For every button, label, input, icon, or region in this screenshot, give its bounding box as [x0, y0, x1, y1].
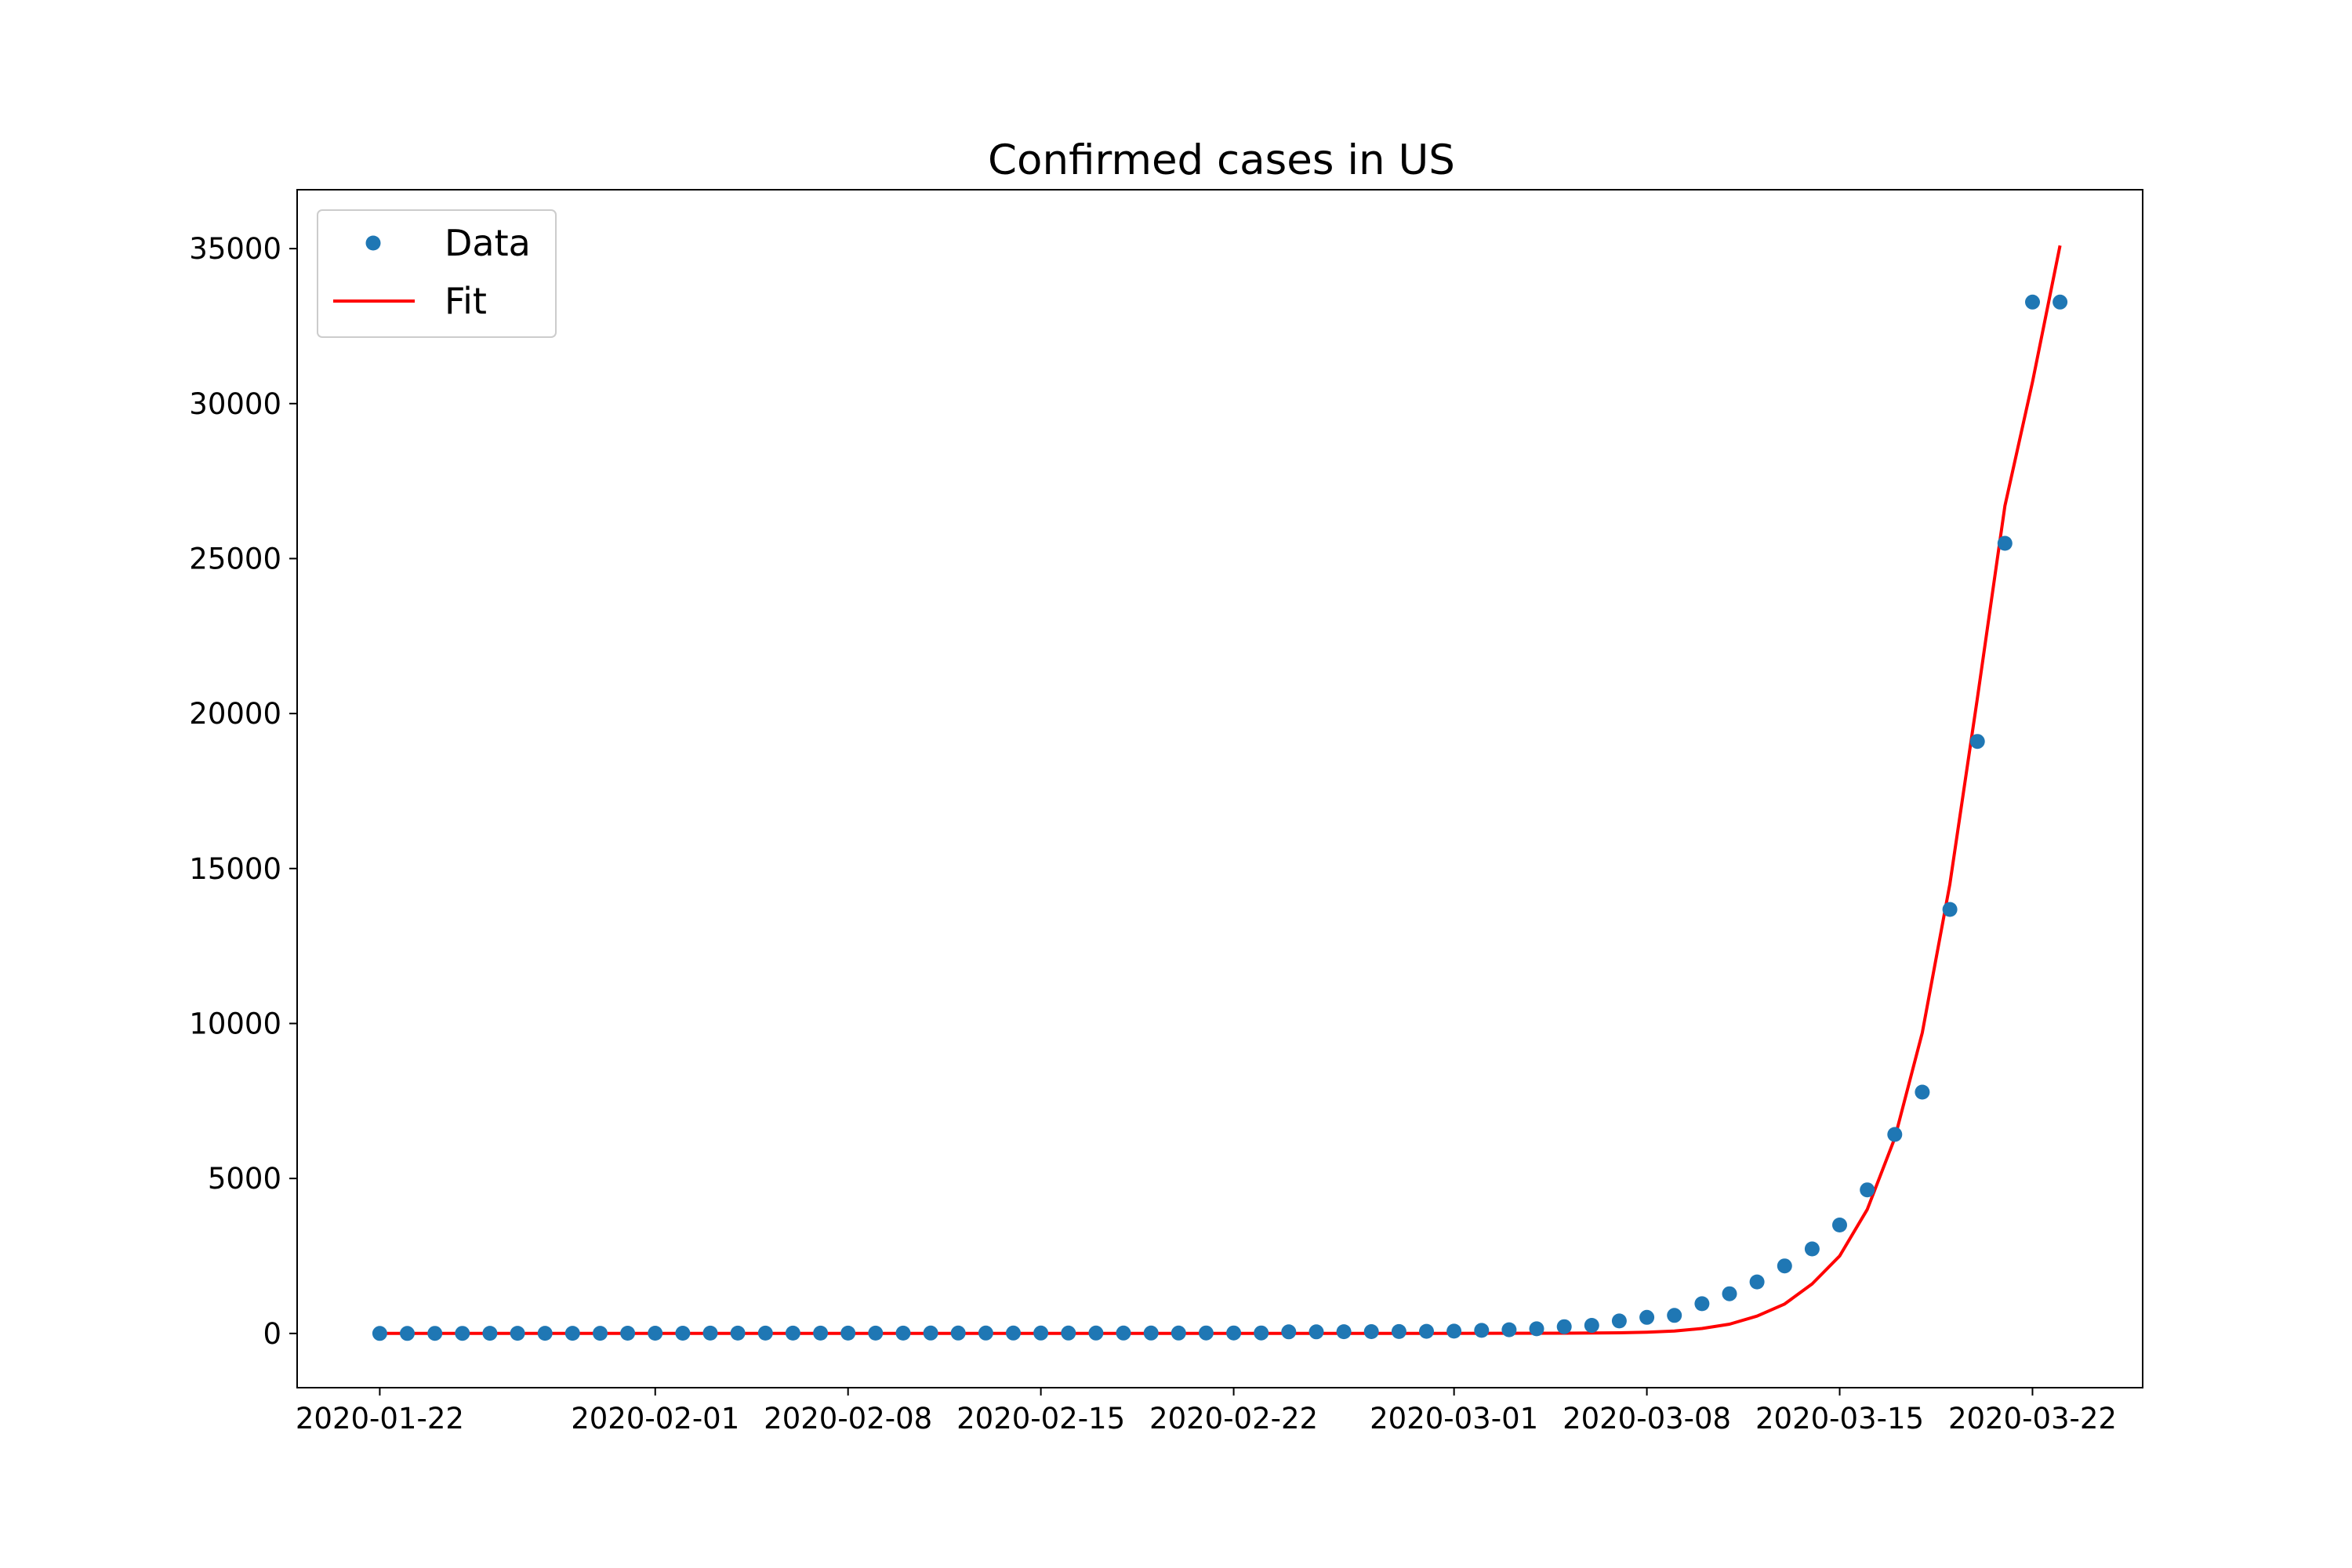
- data-point: [1474, 1323, 1490, 1338]
- data-point: [1171, 1325, 1186, 1341]
- data-point: [1033, 1325, 1049, 1341]
- y-tick-label: 15000: [189, 852, 281, 886]
- data-point: [1832, 1218, 1847, 1232]
- data-point: [1887, 1127, 1903, 1142]
- data-point: [1915, 1084, 1930, 1100]
- data-point: [1006, 1325, 1021, 1341]
- data-point: [1584, 1318, 1599, 1333]
- data-point: [1722, 1286, 1737, 1301]
- data-point: [895, 1325, 911, 1341]
- data-point: [593, 1326, 608, 1341]
- data-point: [482, 1326, 498, 1341]
- data-point: [1446, 1323, 1462, 1339]
- y-tick-label: 10000: [189, 1007, 281, 1040]
- data-point: [785, 1325, 800, 1341]
- data-point: [978, 1325, 993, 1341]
- y-tick-label: 35000: [189, 232, 281, 266]
- x-tick-label: 2020-02-15: [956, 1402, 1125, 1436]
- data-point: [1749, 1274, 1765, 1290]
- legend-label-fit: Fit: [445, 280, 487, 322]
- y-tick-label: 5000: [208, 1162, 281, 1196]
- data-point: [757, 1325, 773, 1341]
- chart-title: Confirmed cases in US: [988, 136, 1455, 184]
- x-tick-label: 2020-02-08: [764, 1402, 932, 1436]
- data-point: [1391, 1323, 1406, 1339]
- data-point: [1143, 1325, 1159, 1341]
- data-point: [564, 1326, 580, 1341]
- data-point: [2053, 294, 2068, 310]
- data-point: [620, 1326, 636, 1341]
- data-point: [537, 1326, 553, 1341]
- data-point: [950, 1325, 966, 1341]
- data-point: [1942, 902, 1958, 917]
- y-tick-label: 25000: [189, 542, 281, 575]
- legend: Data Fit: [317, 209, 557, 338]
- fit-series: [379, 245, 2062, 1335]
- x-tick-label: 2020-03-01: [1370, 1402, 1538, 1436]
- data-point: [1308, 1324, 1324, 1340]
- plot-frame: [296, 189, 2143, 1388]
- data-point: [372, 1326, 387, 1341]
- data-point: [1556, 1319, 1572, 1334]
- y-tick-label: 20000: [189, 697, 281, 731]
- data-point: [1667, 1308, 1682, 1323]
- data-point: [813, 1325, 829, 1341]
- data-point: [1281, 1324, 1297, 1340]
- x-tick-label: 2020-02-22: [1149, 1402, 1318, 1436]
- data-point: [510, 1326, 525, 1341]
- data-point: [868, 1325, 884, 1341]
- data-point: [840, 1325, 856, 1341]
- data-point: [1116, 1325, 1131, 1341]
- data-series: [372, 294, 2068, 1341]
- fit-line: [379, 245, 2062, 1335]
- data-point: [1804, 1241, 1820, 1257]
- legend-data-marker: [365, 235, 381, 251]
- x-axis: 2020-01-22 2020-02-01 2020-02-08 2020-02-15…: [296, 1388, 2117, 1436]
- data-point: [1226, 1325, 1242, 1341]
- data-point: [1198, 1325, 1214, 1341]
- x-tick-label: 2020-03-08: [1563, 1402, 1731, 1436]
- data-point: [1860, 1182, 1875, 1198]
- legend-label-data: Data: [445, 222, 531, 264]
- plot-area: [372, 245, 2068, 1341]
- x-tick-label: 2020-03-15: [1755, 1402, 1924, 1436]
- data-point: [455, 1326, 470, 1341]
- data-point: [702, 1325, 718, 1341]
- y-tick-label: 30000: [189, 387, 281, 421]
- data-point: [427, 1326, 443, 1341]
- y-axis: 0 5000 10000 15000 20000 25000 30000 35000: [189, 232, 297, 1351]
- data-point: [400, 1326, 415, 1341]
- x-tick-label: 2020-03-22: [1948, 1402, 2117, 1436]
- data-point: [1419, 1323, 1434, 1339]
- data-point: [675, 1326, 691, 1341]
- data-point: [1694, 1296, 1710, 1312]
- x-tick-label: 2020-02-01: [571, 1402, 739, 1436]
- data-point: [1611, 1313, 1627, 1329]
- data-point: [1088, 1325, 1104, 1341]
- y-tick-label: 0: [263, 1317, 281, 1351]
- data-point: [923, 1325, 938, 1341]
- data-point: [1254, 1325, 1269, 1341]
- data-point: [1777, 1258, 1792, 1274]
- data-point: [1997, 535, 2013, 551]
- x-tick-label: 2020-01-22: [296, 1402, 464, 1436]
- data-point: [1501, 1322, 1517, 1338]
- data-point: [1969, 734, 1985, 750]
- data-point: [1061, 1325, 1076, 1341]
- data-point: [1639, 1309, 1655, 1325]
- data-point: [1363, 1324, 1379, 1339]
- data-point: [2025, 294, 2040, 310]
- data-point: [1529, 1321, 1544, 1337]
- data-point: [730, 1325, 746, 1341]
- data-point: [1336, 1324, 1352, 1340]
- data-point: [648, 1326, 663, 1341]
